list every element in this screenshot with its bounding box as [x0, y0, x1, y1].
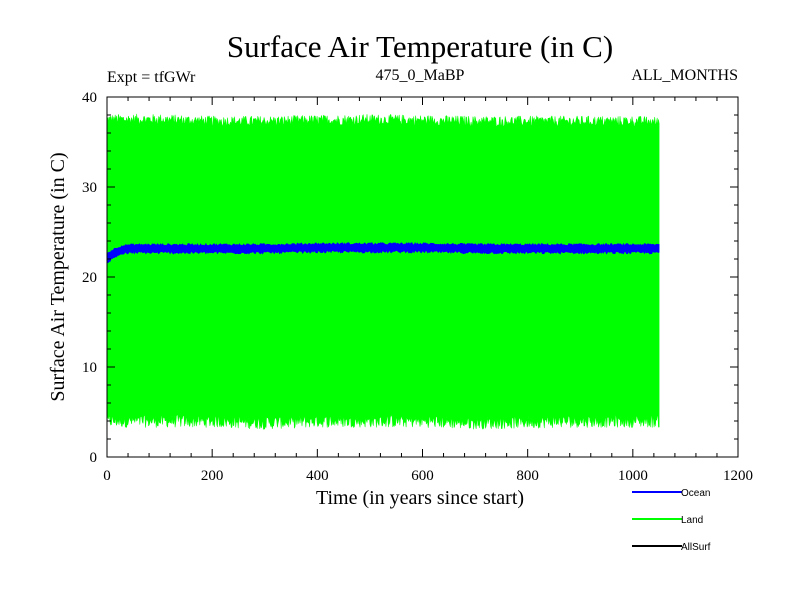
- legend: Ocean Land AllSurf: [632, 488, 711, 553]
- y-tick-label: 20: [82, 270, 97, 286]
- x-tick-label: 800: [516, 468, 539, 484]
- series-ocean-band: [106, 242, 660, 264]
- x-tick-label: 1000: [618, 468, 648, 484]
- y-axis: 0 10 20 30 40: [82, 90, 738, 466]
- x-tick-label: 400: [306, 468, 329, 484]
- y-tick-label: 10: [82, 360, 97, 376]
- experiment-label: Expt = tfGWr: [107, 69, 196, 86]
- x-tick-label: 200: [201, 468, 224, 484]
- period-label: 475_0_MaBP: [376, 67, 465, 84]
- x-tick-label: 0: [103, 468, 111, 484]
- x-tick-label: 1200: [723, 468, 753, 484]
- series-land-band: [106, 113, 660, 430]
- x-tick-label: 600: [411, 468, 434, 484]
- x-axis: 0 200 400 600 800 1000 1200: [103, 97, 753, 484]
- legend-label-allsurf: AllSurf: [681, 542, 711, 553]
- y-tick-label: 0: [90, 450, 98, 466]
- legend-label-ocean: Ocean: [681, 488, 710, 499]
- y-axis-label: Surface Air Temperature (in C): [47, 152, 69, 401]
- y-tick-label: 30: [82, 180, 97, 196]
- chart-title: Surface Air Temperature (in C): [227, 29, 613, 64]
- legend-label-land: Land: [681, 515, 703, 526]
- plot-area: [106, 113, 660, 430]
- months-label: ALL_MONTHS: [631, 67, 738, 84]
- y-tick-label: 40: [82, 90, 97, 106]
- x-axis-label: Time (in years since start): [316, 487, 524, 509]
